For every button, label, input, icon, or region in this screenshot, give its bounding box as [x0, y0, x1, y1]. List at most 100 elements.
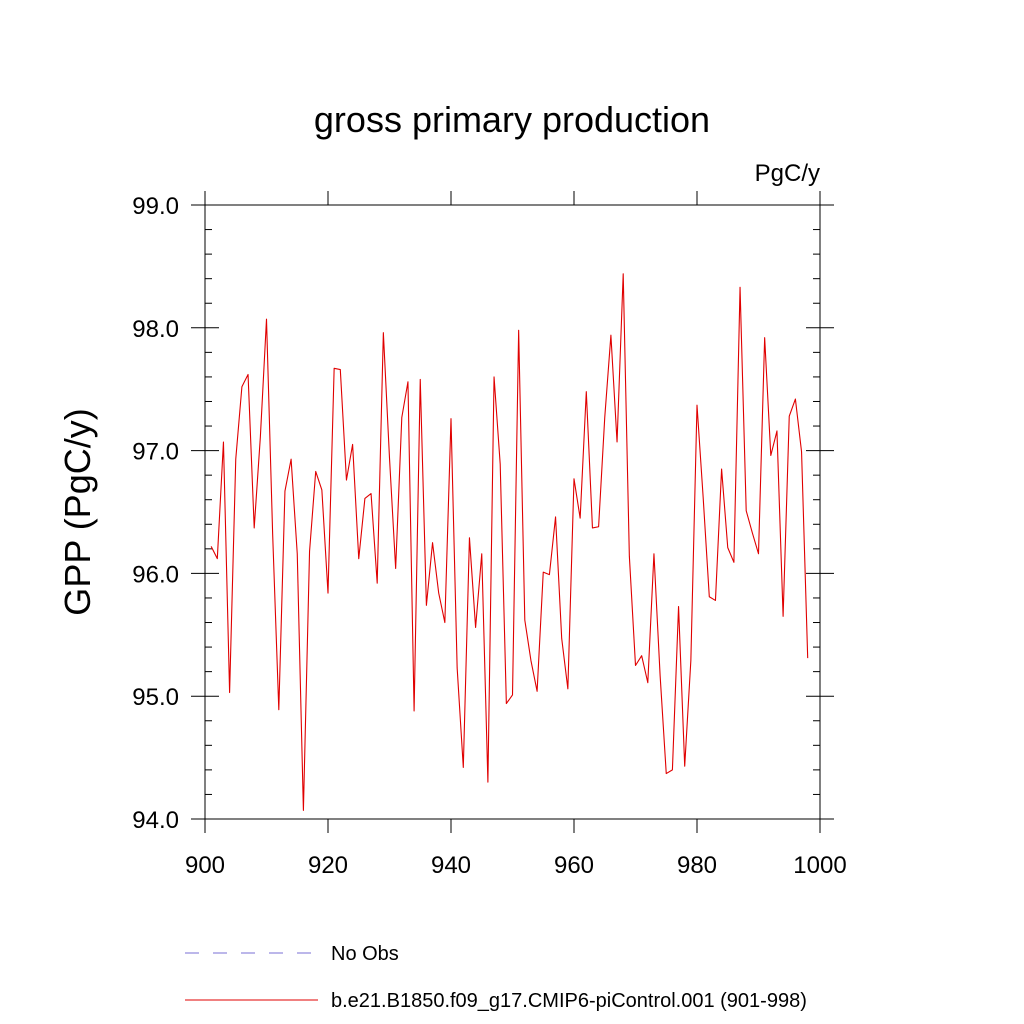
data-point [770, 455, 771, 456]
x-tick-label: 960 [554, 852, 594, 879]
data-point [795, 398, 796, 399]
data-point [807, 658, 808, 659]
data-point [370, 493, 371, 494]
data-point [358, 558, 359, 559]
data-point [266, 319, 267, 320]
data-point [623, 273, 624, 274]
data-point [389, 457, 390, 458]
data-point [241, 386, 242, 387]
data-point [407, 381, 408, 382]
data-point [254, 527, 255, 528]
data-point [684, 766, 685, 767]
data-point [383, 332, 384, 333]
x-tick-label: 900 [185, 852, 225, 879]
data-point [647, 682, 648, 683]
series-line [210, 273, 809, 811]
data-point [512, 694, 513, 695]
data-point [229, 692, 230, 693]
data-point [586, 391, 587, 392]
data-point [758, 553, 759, 554]
legend: No Obs b.e21.B1850.f09_g17.CMIP6-piContr… [185, 943, 807, 1012]
data-point [721, 468, 722, 469]
data-point [776, 430, 777, 431]
data-point [420, 379, 421, 380]
data-point [395, 568, 396, 569]
y-axis-tick-labels: 94.0 95.0 96.0 97.0 98.0 99.0 [132, 193, 179, 834]
data-point [629, 556, 630, 557]
data-point [709, 596, 710, 597]
data-point [567, 688, 568, 689]
units-label: PgC/y [755, 160, 820, 187]
data-point [364, 498, 365, 499]
data-point [217, 558, 218, 559]
data-point [481, 553, 482, 554]
data-point [377, 583, 378, 584]
data-point [278, 709, 279, 710]
x-tick-label: 920 [308, 852, 348, 879]
y-tick-label: 99.0 [132, 193, 179, 220]
data-point [284, 491, 285, 492]
y-axis-ticks [191, 204, 834, 820]
data-point [457, 667, 458, 668]
data-point [580, 518, 581, 519]
data-point [303, 810, 304, 811]
y-tick-label: 96.0 [132, 561, 179, 588]
data-point [291, 459, 292, 460]
data-point [764, 337, 765, 338]
data-point [401, 417, 402, 418]
data-point [555, 516, 556, 517]
y-axis-label: GPP (PgC/y) [57, 408, 98, 615]
data-point [414, 710, 415, 711]
data-point [660, 675, 661, 676]
data-point [549, 574, 550, 575]
y-tick-label: 95.0 [132, 684, 179, 711]
data-point [493, 376, 494, 377]
data-point [247, 374, 248, 375]
data-point [641, 655, 642, 656]
data-point [653, 553, 654, 554]
data-point [297, 553, 298, 554]
data-point [426, 605, 427, 606]
series-layer [210, 273, 809, 811]
data-point [500, 464, 501, 465]
data-point [727, 547, 728, 548]
data-point [672, 769, 673, 770]
data-point [315, 471, 316, 472]
data-point [346, 479, 347, 480]
data-point [444, 622, 445, 623]
data-point [260, 436, 261, 437]
data-point [746, 510, 747, 511]
data-point [666, 773, 667, 774]
data-point [752, 532, 753, 533]
data-point [543, 572, 544, 573]
legend-label-no-obs: No Obs [331, 943, 399, 965]
data-point [696, 405, 697, 406]
data-point [789, 416, 790, 417]
y-tick-label: 97.0 [132, 439, 179, 466]
data-point [610, 335, 611, 336]
data-point [223, 441, 224, 442]
data-point [616, 441, 617, 442]
data-point [783, 616, 784, 617]
chart-title: gross primary production [314, 99, 710, 140]
x-axis-ticks [204, 191, 821, 833]
data-point [309, 551, 310, 552]
data-point [518, 330, 519, 331]
data-point [715, 600, 716, 601]
data-point [475, 627, 476, 628]
data-point [635, 665, 636, 666]
data-point [573, 478, 574, 479]
y-tick-label: 94.0 [132, 807, 179, 834]
data-point [432, 542, 433, 543]
data-point [340, 369, 341, 370]
data-point [487, 782, 488, 783]
data-point [334, 368, 335, 369]
data-point [739, 287, 740, 288]
data-point [211, 546, 212, 547]
x-tick-label: 980 [677, 852, 717, 879]
data-point [321, 489, 322, 490]
data-point [506, 703, 507, 704]
y-tick-label: 98.0 [132, 316, 179, 343]
data-point [592, 527, 593, 528]
data-point [530, 660, 531, 661]
